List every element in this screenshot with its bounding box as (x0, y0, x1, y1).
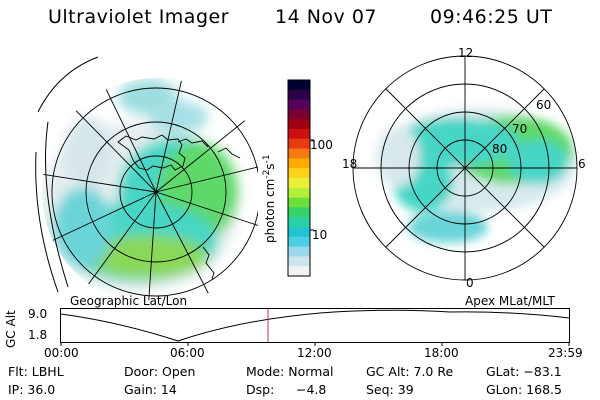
lat-label-60: 60 (536, 98, 552, 112)
altitude-timeline (60, 308, 570, 346)
colorbar-swatch (288, 256, 310, 267)
time-label: 09:46:25 UT (430, 6, 553, 28)
colorbar-swatch (288, 217, 310, 228)
filter-info: Flt: LBHL (8, 364, 64, 379)
right-panel-label: Apex MLat/MLT (465, 294, 555, 308)
ip-info: IP: 36.0 (8, 382, 56, 397)
left-panel-label: Geographic Lat/Lon (70, 294, 188, 308)
timeline-x-tick-0000: 00:00 (44, 346, 79, 360)
gc-alt-info: GC Alt: 7.0 Re (366, 364, 454, 379)
colorbar-swatch (288, 99, 310, 110)
colorbar-swatch (288, 197, 310, 208)
colorbar-swatch (288, 80, 310, 91)
colorbar-swatch (288, 246, 310, 257)
geographic-image (35, 56, 258, 300)
magnetic-image (352, 55, 578, 281)
mlt-label-0: 0 (466, 276, 474, 290)
app-title: Ultraviolet Imager (48, 6, 230, 28)
colorbar-swatch (288, 109, 310, 120)
lat-label-80: 80 (492, 142, 508, 156)
lat-label-70: 70 (512, 122, 528, 136)
timeline-x-tick-2359: 23:59 (548, 346, 583, 360)
mode-info: Mode: Normal (246, 364, 334, 379)
colorbar-swatch (288, 266, 310, 277)
timeline-y-tick-9: 9.0 (28, 307, 48, 321)
colorbar-swatch (288, 158, 310, 169)
glat-info: GLat: −83.1 (486, 364, 562, 379)
colorbar-swatch (288, 227, 310, 238)
timeline-x-tick-1200: 12:00 (297, 346, 332, 360)
seq-info: Seq: 39 (366, 382, 414, 397)
colorbar-swatch (288, 187, 310, 199)
mlt-label-6: 6 (578, 157, 586, 171)
colorbar-swatch (288, 168, 310, 179)
colorbar-swatch (288, 207, 310, 218)
timeline-y-tick-1: 1.8 (28, 328, 48, 342)
dsp-label: Dsp: (246, 382, 275, 397)
colorbar-swatch (288, 119, 310, 130)
colorbar-swatch (288, 129, 310, 140)
colorbar-unit-label: photon cm-2s-1 (262, 154, 277, 243)
dsp-value: −4.8 (296, 382, 327, 397)
glon-info: GLon: 168.5 (486, 382, 562, 397)
colorbar-tick-100: 100 (310, 138, 333, 152)
colorbar-tick-10: 10 (312, 228, 328, 242)
colorbar (287, 79, 314, 277)
colorbar-swatch (288, 138, 310, 150)
door-info: Door: Open (124, 364, 196, 379)
timeline-y-label: GC Alt (4, 310, 18, 348)
colorbar-swatch (288, 178, 310, 189)
colorbar-swatch (288, 236, 310, 248)
timeline-x-tick-0600: 06:00 (170, 346, 205, 360)
timeline-x-tick-1800: 18:00 (424, 346, 459, 360)
mlt-label-12: 12 (458, 46, 474, 60)
colorbar-frame (287, 79, 311, 277)
gain-info: Gain: 14 (124, 382, 177, 397)
mlt-label-18: 18 (342, 157, 358, 171)
date-label: 14 Nov 07 (275, 6, 378, 28)
colorbar-swatch (288, 148, 310, 159)
colorbar-swatch (288, 89, 310, 101)
